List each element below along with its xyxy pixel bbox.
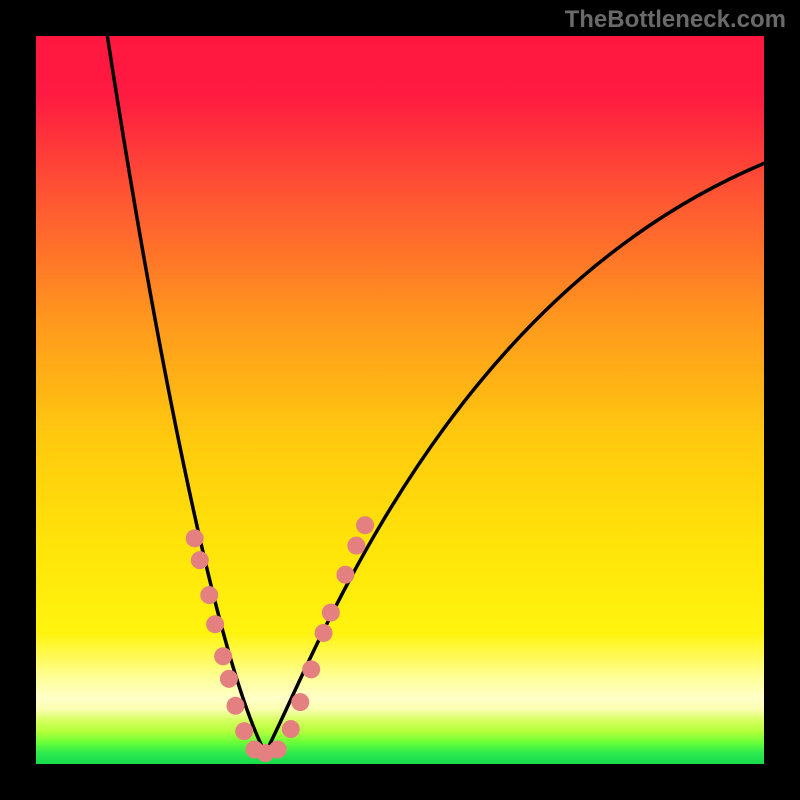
watermark-text: TheBottleneck.com [565,6,786,34]
marker-point [291,693,309,711]
marker-point [206,615,224,633]
marker-point [269,740,287,758]
marker-point [302,660,320,678]
marker-point [356,516,374,534]
plot-svg [36,36,764,764]
marker-point [282,720,300,738]
marker-point [315,624,333,642]
marker-point [214,647,232,665]
marker-point [336,566,354,584]
marker-point [235,722,253,740]
marker-point [322,604,340,622]
marker-point [220,670,238,688]
marker-point [186,529,204,547]
marker-point [226,697,244,715]
marker-point [191,551,209,569]
plot-area [36,36,764,764]
marker-point [347,537,365,555]
gradient-background [36,36,764,764]
marker-point [200,586,218,604]
